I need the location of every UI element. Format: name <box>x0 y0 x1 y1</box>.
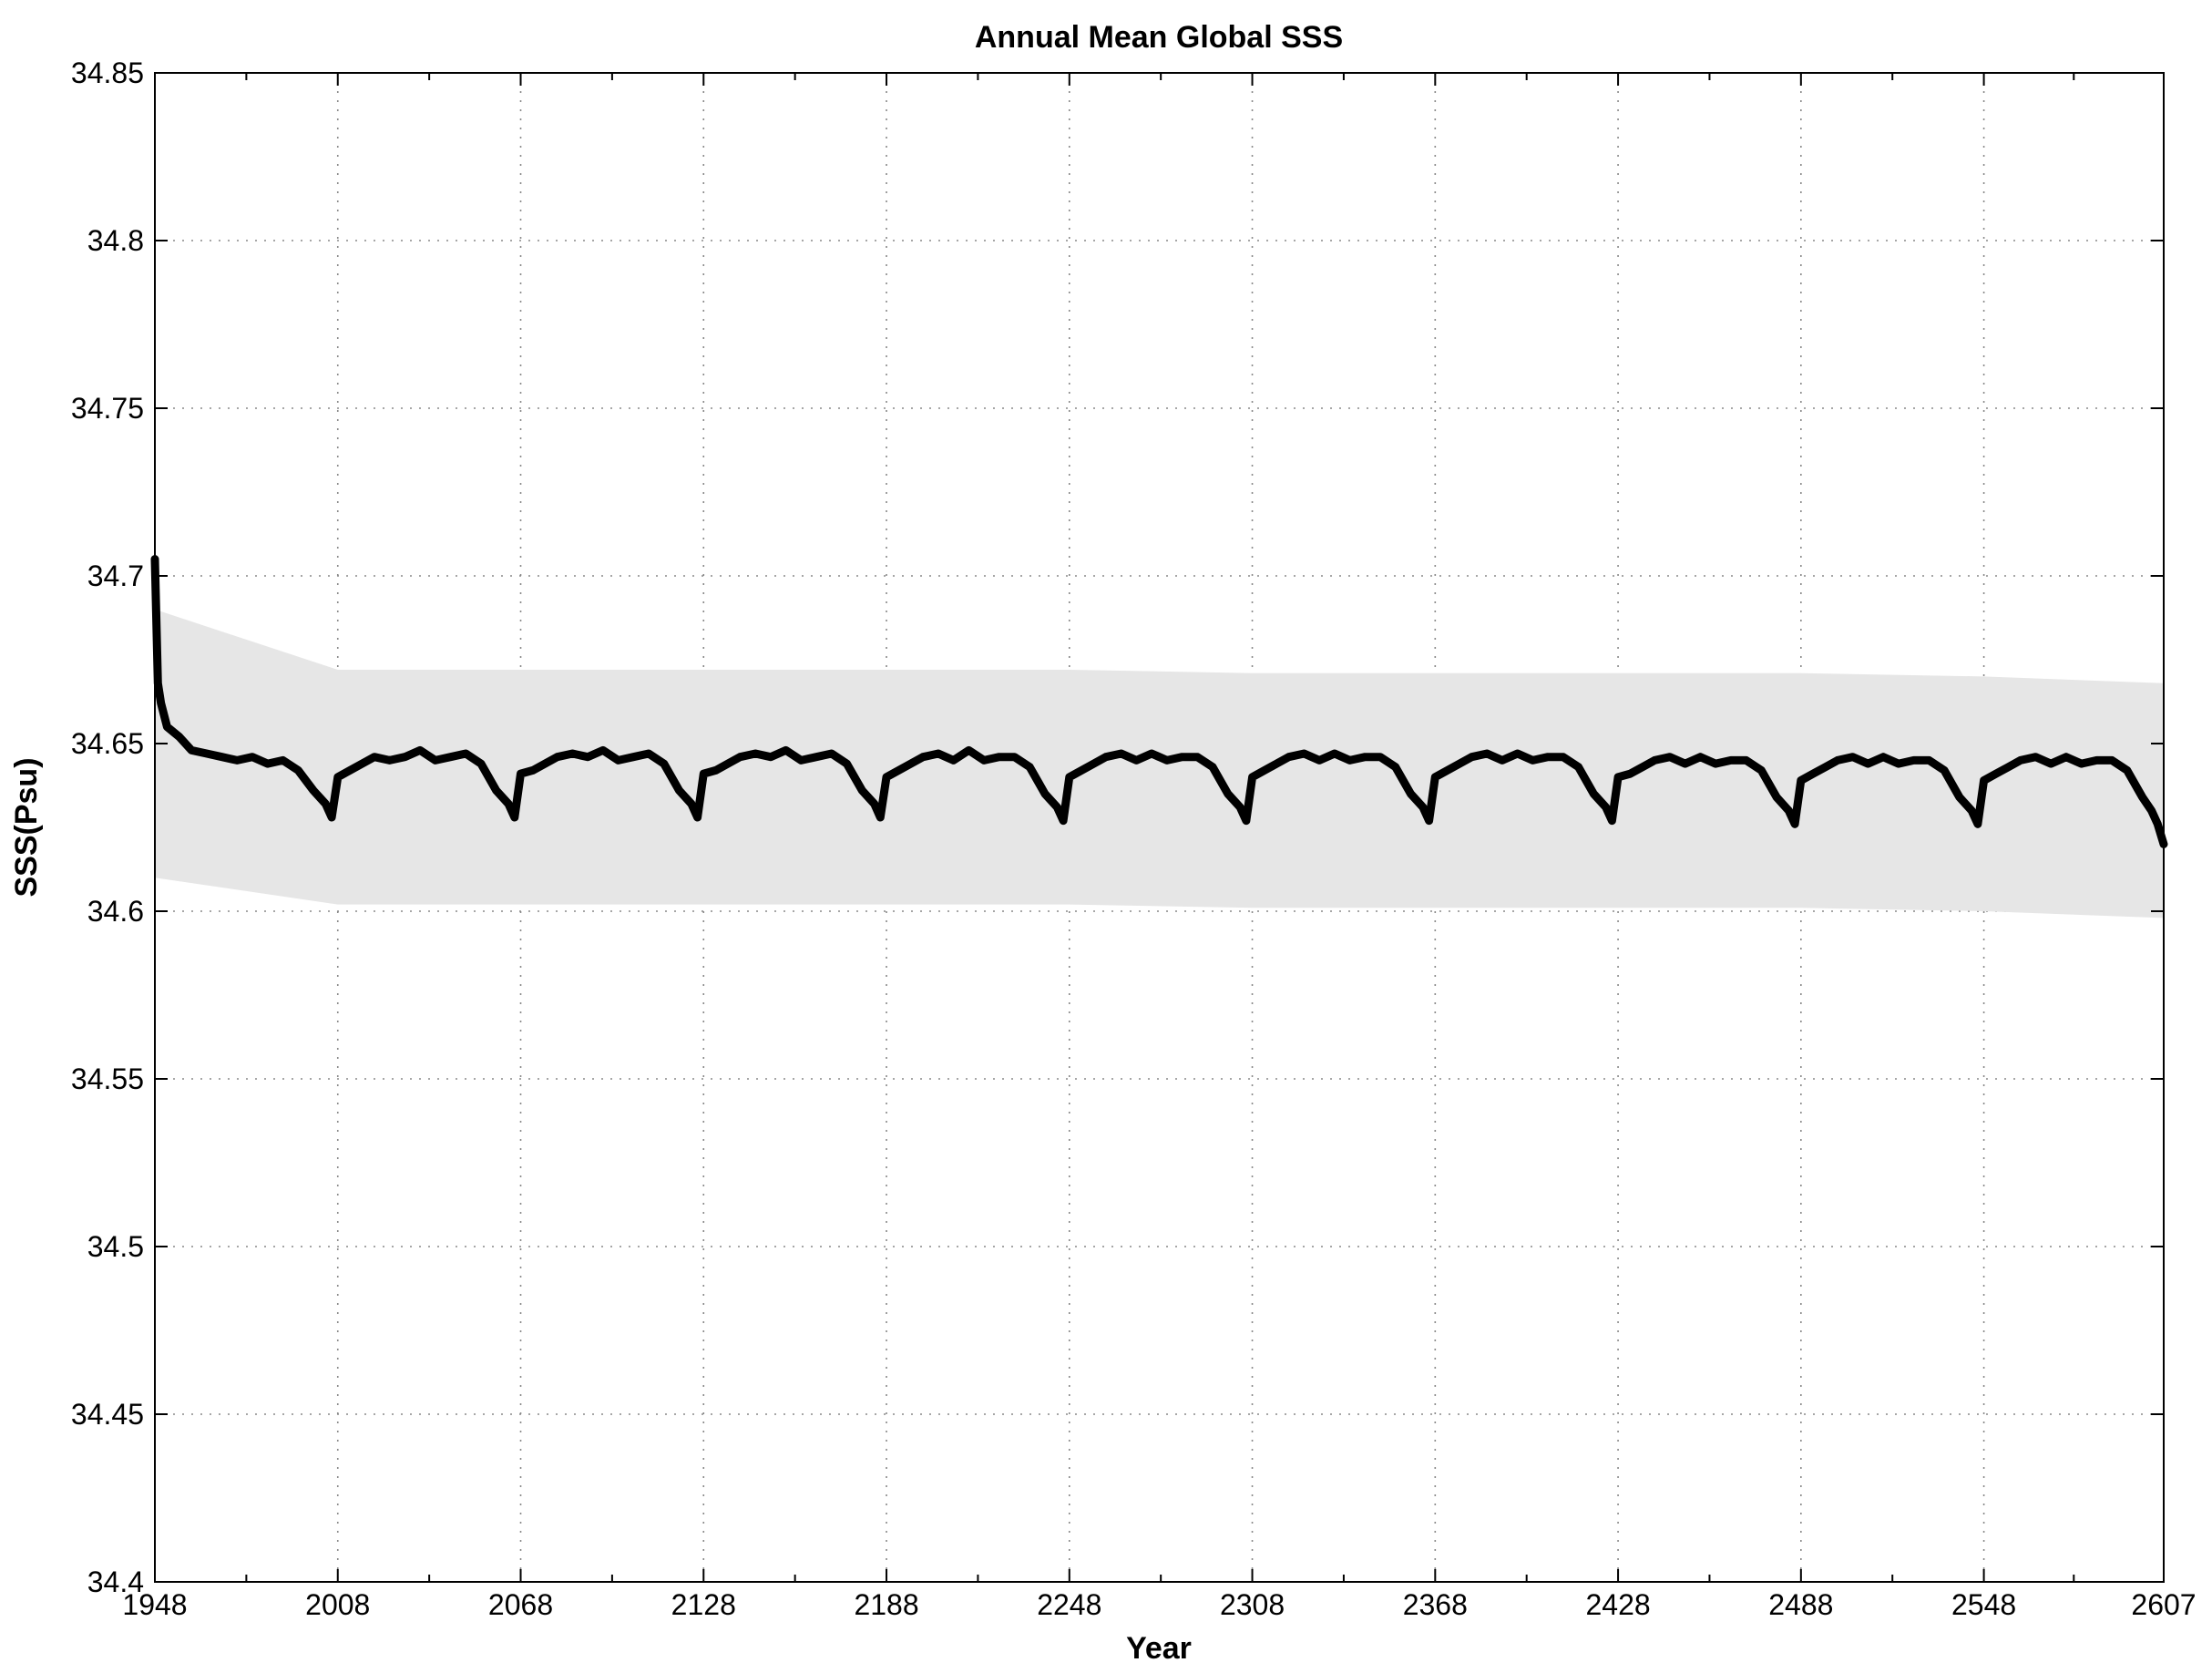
x-tick-label: 1948 <box>122 1588 187 1621</box>
spread-band <box>155 609 2164 919</box>
plot-area-frame <box>154 72 2165 1583</box>
x-tick-label: 2188 <box>854 1588 918 1621</box>
x-tick-label: 2308 <box>1220 1588 1285 1621</box>
x-tick-label: 2008 <box>305 1588 370 1621</box>
y-tick-label: 34.5 <box>87 1230 144 1263</box>
mean-line-series <box>150 555 2168 848</box>
y-tick-label: 34.65 <box>71 727 144 760</box>
y-tick-label: 34.4 <box>87 1565 144 1598</box>
y-tick-label: 34.85 <box>71 56 144 89</box>
x-tick-labels: 1948 2008 2068 2128 2188 2248 2308 2368 2428 2488… <box>122 1588 2196 1621</box>
chart-title: Annual Mean Global SSS <box>975 20 1343 55</box>
x-tick-label: 2548 <box>1951 1588 2016 1621</box>
x-tick-label: 2488 <box>1768 1588 1833 1621</box>
y-tick-label: 34.8 <box>87 224 144 257</box>
x-tick-label: 2248 <box>1037 1588 1101 1621</box>
x-axis-label: Year <box>1126 1631 1192 1666</box>
x-tick-label: 2607 <box>2131 1588 2196 1621</box>
y-tick-label: 34.7 <box>87 559 144 592</box>
axis-ticks <box>154 72 2165 1583</box>
y-tick-label: 34.6 <box>87 895 144 928</box>
y-tick-label: 34.55 <box>71 1062 144 1095</box>
y-tick-labels: 34.4 34.45 34.5 34.55 34.6 34.65 34.7 34.75 34.8… <box>71 56 144 1598</box>
mean-line <box>150 555 2168 848</box>
y-tick-label: 34.45 <box>71 1398 144 1431</box>
x-tick-label: 2368 <box>1403 1588 1468 1621</box>
grid-lines <box>155 73 2164 1582</box>
x-tick-label: 2068 <box>488 1588 553 1621</box>
y-tick-label: 34.75 <box>71 392 144 425</box>
spread-band-series <box>155 609 2164 919</box>
y-axis-label: SSS(Psu) <box>9 757 44 897</box>
x-tick-label: 2128 <box>671 1588 736 1621</box>
x-tick-label: 2428 <box>1585 1588 1650 1621</box>
